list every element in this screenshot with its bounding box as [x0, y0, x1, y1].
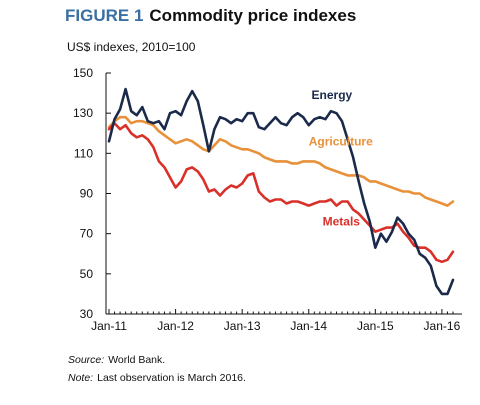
y-tick-label: 150: [73, 66, 93, 80]
series-line-metals: [107, 121, 455, 264]
y-tick-label: 50: [80, 267, 94, 281]
chart-axes: 30 50 70 90 110 130 150 Jan-11 Jan-12 Jan-13 Jan-1…: [73, 66, 462, 333]
chart-series-labels: Agriculture Metals Energy: [309, 88, 373, 229]
source-line: Source: World Bank.: [68, 354, 165, 366]
figure-name: Commodity price indexes: [149, 6, 357, 25]
y-tick-label: 70: [80, 227, 94, 241]
series-label-energy: Energy: [312, 88, 353, 102]
x-tick-label: Jan-14: [290, 319, 327, 333]
x-tick-label: Jan-12: [157, 319, 194, 333]
x-tick-label: Jan-16: [424, 319, 461, 333]
y-axis-unit-label: US$ indexes, 2010=100: [67, 40, 196, 54]
series-line-energy: [107, 87, 455, 296]
note-line: Note: Last observation is March 2016.: [68, 372, 246, 384]
source-text: World Bank.: [108, 354, 166, 366]
chart-lines: [107, 87, 455, 296]
series-label-metals: Metals: [323, 215, 361, 229]
series-label-agriculture: Agriculture: [309, 134, 373, 148]
note-text: Last observation is March 2016.: [97, 372, 246, 384]
y-tick-label: 90: [80, 187, 94, 201]
series-line-agriculture: [107, 115, 455, 207]
x-tick-label: Jan-13: [224, 319, 261, 333]
x-tick-label: Jan-11: [91, 319, 127, 333]
x-tick-label: Jan-15: [357, 319, 394, 333]
figure-number: FIGURE 1: [65, 6, 144, 25]
note-label: Note:: [68, 372, 94, 384]
y-tick-label: 130: [73, 106, 93, 120]
y-tick-label: 30: [80, 307, 94, 321]
y-tick-label: 110: [74, 146, 93, 160]
figure-title: FIGURE 1 Commodity price indexes: [65, 6, 356, 26]
source-label: Source:: [68, 354, 105, 366]
